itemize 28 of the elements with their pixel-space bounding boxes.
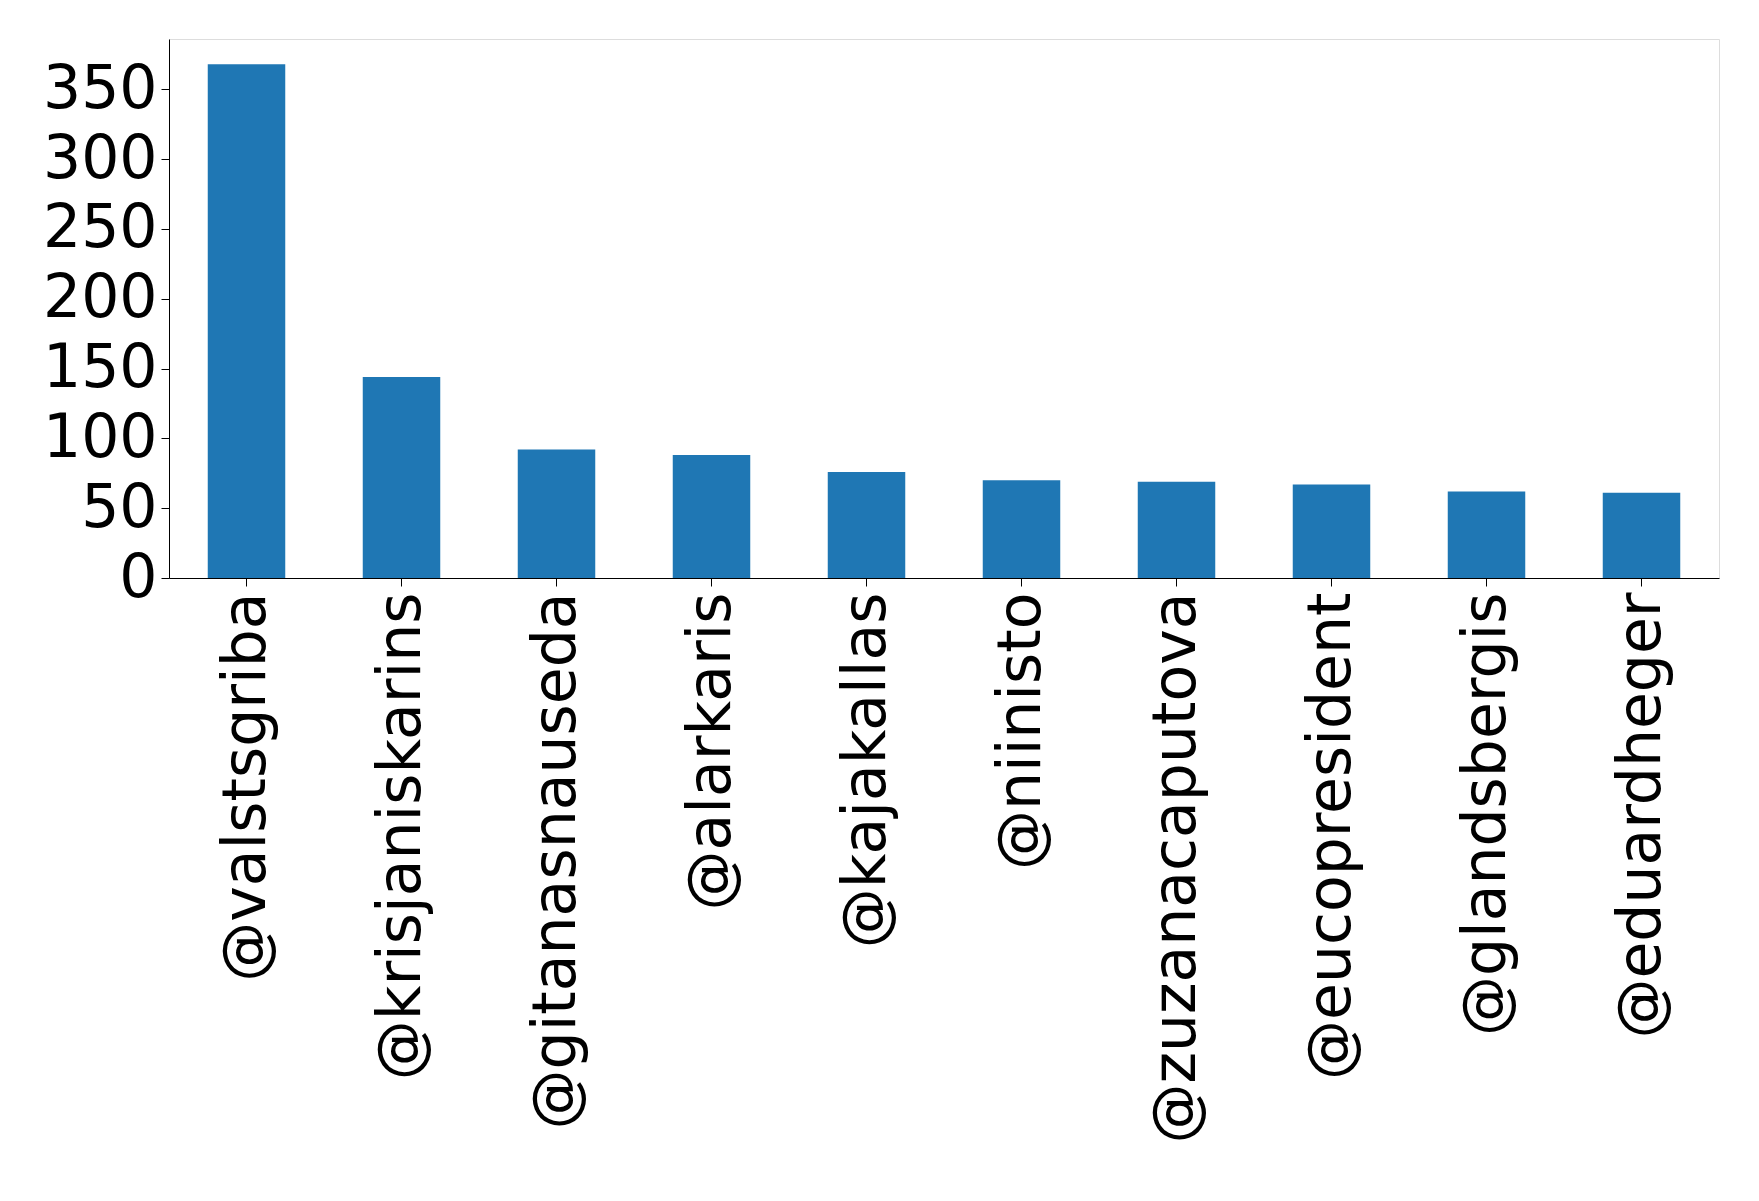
y-tick-label: 100	[42, 400, 158, 471]
bar	[672, 455, 751, 578]
x-tick-label: @eucopresident	[1293, 592, 1364, 1080]
y-tick-label: 150	[42, 331, 158, 402]
bar	[1137, 481, 1216, 578]
bar	[517, 449, 596, 578]
x-tick-label: @eduardheger	[1603, 592, 1674, 1039]
bar	[982, 480, 1061, 578]
bar	[207, 64, 286, 578]
y-tick-label: 300	[42, 121, 158, 192]
x-tick-label: @glandsbergis	[1448, 592, 1519, 1037]
x-tick-label: @krisjaniskarins	[363, 592, 434, 1081]
x-tick-label: @kajakallas	[828, 592, 899, 949]
x-tick-label: @alarkaris	[673, 592, 744, 911]
x-tick-label: @valstsgriba	[208, 592, 279, 982]
y-tick-label: 0	[119, 540, 158, 611]
y-tick-label: 50	[81, 470, 158, 541]
bar	[1602, 492, 1681, 578]
bar	[1447, 491, 1526, 578]
x-tick-label: @gitanasnauseda	[518, 592, 589, 1130]
y-tick-label: 350	[42, 51, 158, 122]
bar	[1292, 484, 1371, 578]
bar	[362, 376, 441, 578]
y-tick-label: 200	[42, 261, 158, 332]
x-tick-label: @zuzanacaputova	[1138, 592, 1209, 1144]
x-tick-label: @niinisto	[983, 592, 1054, 871]
bar	[827, 471, 906, 578]
y-tick-label: 250	[42, 191, 158, 262]
